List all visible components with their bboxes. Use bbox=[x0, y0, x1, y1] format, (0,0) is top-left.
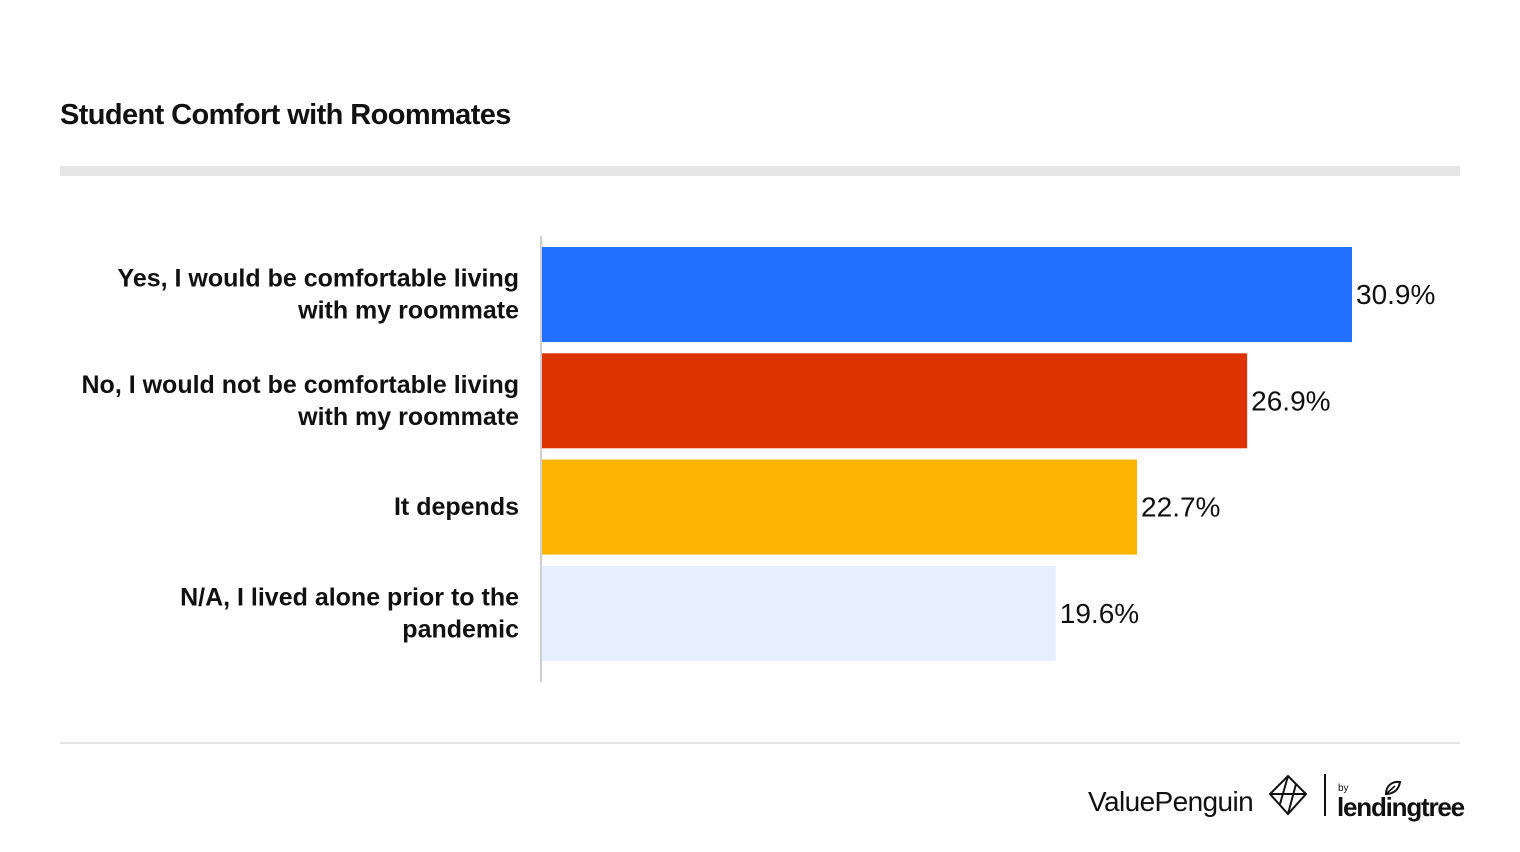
bar-3 bbox=[542, 459, 1138, 555]
category-label-2: No, I would not be comfortable living wit… bbox=[82, 371, 520, 431]
category-label-line: with my roommate bbox=[297, 403, 519, 431]
bar-2 bbox=[542, 353, 1248, 449]
bar-1 bbox=[542, 247, 1352, 342]
value-label-1: 30.9% bbox=[1356, 279, 1435, 310]
value-label-3: 22.7% bbox=[1141, 492, 1220, 523]
category-label-line: pandemic bbox=[402, 615, 519, 643]
partner-name: lendingtree bbox=[1337, 792, 1465, 822]
brand-lockup: ValuePenguin by lendingtree bbox=[1088, 770, 1465, 824]
brand-name: ValuePenguin bbox=[1088, 786, 1254, 817]
partner-by: by bbox=[1338, 783, 1349, 794]
labels-layer: 30.9% Yes, I would be comfortable living w… bbox=[82, 265, 1436, 644]
category-label-line: with my roommate bbox=[297, 297, 519, 325]
footer-divider bbox=[60, 742, 1460, 744]
category-label-3: It depends bbox=[394, 493, 519, 521]
category-label-line: No, I would not be comfortable living bbox=[82, 371, 520, 399]
category-label-line: Yes, I would be comfortable living bbox=[118, 265, 519, 293]
valuepenguin-logo-icon bbox=[1268, 774, 1308, 816]
category-label-line: N/A, I lived alone prior to the bbox=[180, 583, 519, 611]
category-label-line: It depends bbox=[394, 493, 519, 521]
category-label-4: N/A, I lived alone prior to the pandemic bbox=[180, 583, 519, 643]
value-label-4: 19.6% bbox=[1060, 598, 1139, 629]
value-label-2: 26.9% bbox=[1251, 385, 1330, 416]
category-label-1: Yes, I would be comfortable living with m… bbox=[118, 265, 520, 325]
bar-4 bbox=[542, 565, 1056, 661]
lendingtree-leaf-icon bbox=[1384, 780, 1402, 796]
title-divider bbox=[60, 166, 1460, 176]
brand-separator bbox=[1324, 774, 1326, 816]
chart-title: Student Comfort with Roommates bbox=[60, 99, 511, 131]
bars-layer bbox=[542, 247, 1352, 661]
